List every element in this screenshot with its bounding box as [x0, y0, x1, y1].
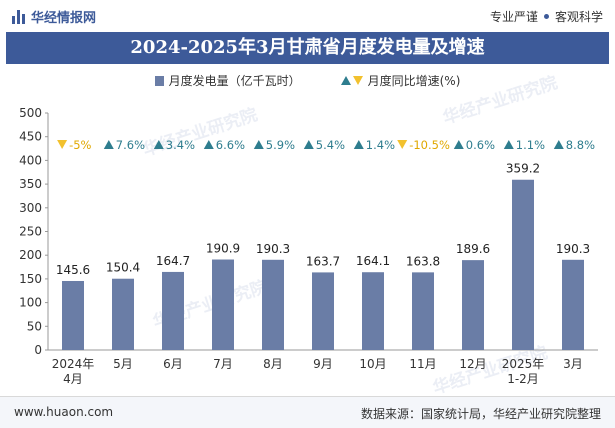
- data-label: 190.9: [206, 242, 240, 256]
- bar: [362, 272, 384, 350]
- data-label: 163.7: [306, 254, 340, 268]
- growth-up-marker: [553, 140, 564, 149]
- data-label: 145.6: [56, 263, 90, 277]
- growth-label: -10.5%: [409, 138, 450, 152]
- header-tags: 专业严谨 客观科学: [490, 8, 603, 25]
- growth-label: 1.4%: [366, 138, 395, 152]
- growth-label: 8.8%: [566, 138, 595, 152]
- triangle-down-icon: [352, 76, 363, 85]
- legend-item-growth: 月度同比增速(%): [340, 72, 461, 89]
- data-label: 190.3: [256, 242, 290, 256]
- growth-up-marker: [203, 140, 214, 149]
- growth-label: 6.6%: [216, 138, 245, 152]
- data-label: 163.8: [406, 254, 440, 268]
- bar: [512, 179, 534, 350]
- y-tick-label: 0: [34, 343, 42, 357]
- growth-label: -5%: [69, 138, 91, 152]
- bar: [262, 259, 284, 350]
- y-tick-label: 500: [19, 106, 42, 120]
- tag-1: 专业严谨: [489, 10, 538, 24]
- y-tick-label: 150: [19, 272, 42, 286]
- growth-up-marker: [153, 140, 164, 149]
- y-tick-label: 350: [19, 177, 42, 191]
- bar: [312, 272, 334, 350]
- bar: [62, 280, 84, 350]
- y-tick-label: 250: [19, 225, 42, 239]
- top-bar: 华经情报网 专业严谨 客观科学: [0, 0, 615, 32]
- data-label: 164.7: [156, 254, 190, 268]
- triangle-up-icon: [340, 76, 351, 85]
- bar-swatch-icon: [154, 75, 164, 86]
- x-tick-label: 10月: [359, 357, 386, 371]
- bar-chart: 0 50 100 150 200 250 300 350 400 450 500 145.6 2024年…: [19, 106, 598, 386]
- dot-icon: [543, 14, 549, 19]
- y-tick-label: 300: [19, 201, 42, 215]
- data-label: 189.6: [456, 242, 490, 256]
- chart-title: 2024-2025年3月甘肃省月度发电量及增速: [6, 32, 609, 64]
- y-tick-label: 200: [19, 248, 42, 262]
- brand-name: 华经情报网: [31, 11, 97, 26]
- x-tick-label: 2024年 4月: [52, 357, 95, 386]
- data-label: 150.4: [106, 261, 140, 275]
- x-tick-label: 2025年 1-2月: [502, 357, 545, 386]
- tag-2: 客观科学: [554, 10, 603, 24]
- legend-label-growth: 月度同比增速(%): [367, 74, 461, 88]
- x-tick-label: 6月: [163, 357, 183, 371]
- x-tick-label: 11月: [409, 357, 436, 371]
- website-link[interactable]: www.huaon.com: [14, 405, 114, 419]
- x-tick-label: 12月: [459, 357, 486, 371]
- x-tick-label: 9月: [313, 357, 333, 371]
- y-tick-label: 100: [19, 296, 42, 310]
- footer: www.huaon.com 数据来源：国家统计局，华经产业研究院整理: [0, 396, 615, 428]
- data-label: 359.2: [506, 162, 540, 176]
- growth-down-marker: [57, 140, 68, 149]
- x-tick-label: 5月: [113, 357, 133, 371]
- growth-up-marker: [453, 140, 464, 149]
- legend-label-output: 月度发电量（亿千瓦时）: [168, 74, 301, 88]
- growth-label: 3.4%: [166, 138, 195, 152]
- growth-label: 5.9%: [266, 138, 295, 152]
- growth-up-marker: [503, 140, 514, 149]
- bar: [162, 271, 184, 350]
- growth-down-marker: [397, 140, 408, 149]
- growth-up-marker: [253, 140, 264, 149]
- x-tick-label: 7月: [213, 357, 233, 371]
- data-source: 数据来源：国家统计局，华经产业研究院整理: [360, 407, 601, 421]
- bar-logo-icon: [12, 9, 26, 24]
- brand: 华经情报网: [12, 7, 96, 26]
- growth-label: 5.4%: [316, 138, 345, 152]
- bar: [112, 278, 134, 350]
- growth-up-marker: [353, 140, 364, 149]
- x-tick-label: 3月: [563, 357, 583, 371]
- growth-up-marker: [103, 140, 114, 149]
- bar: [462, 260, 484, 350]
- y-tick-label: 400: [19, 153, 42, 167]
- bar: [412, 272, 434, 350]
- growth-label: 7.6%: [116, 138, 145, 152]
- growth-label: 1.1%: [516, 138, 545, 152]
- legend-item-output: 月度发电量（亿千瓦时）: [154, 72, 301, 89]
- bar: [212, 259, 234, 350]
- x-tick-label: 8月: [263, 357, 283, 371]
- legend: 月度发电量（亿千瓦时） 月度同比增速(%): [0, 72, 615, 89]
- data-label: 190.3: [556, 242, 590, 256]
- y-tick-label: 450: [19, 130, 42, 144]
- data-label: 164.1: [356, 254, 390, 268]
- growth-up-marker: [303, 140, 314, 149]
- growth-label: 0.6%: [466, 138, 495, 152]
- bar: [562, 259, 584, 350]
- y-tick-label: 50: [27, 319, 42, 333]
